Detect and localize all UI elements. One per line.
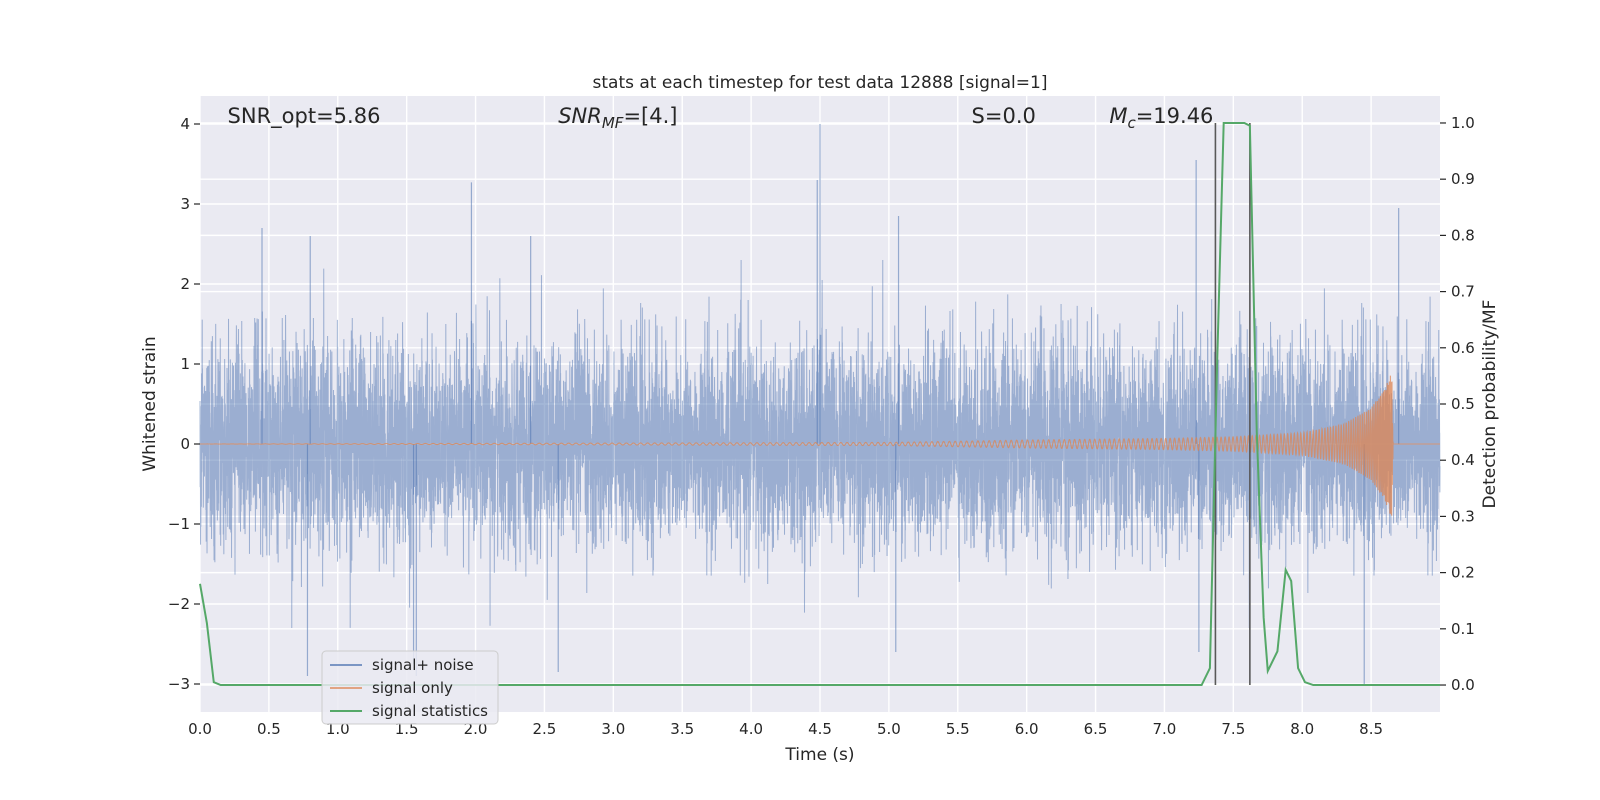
legend: signal+ noise signal only signal statistic… <box>321 650 499 725</box>
y-tick-label-1: −2 <box>168 595 190 613</box>
x-tick-label-10: 5.0 <box>877 720 901 738</box>
x-tick-label-17: 8.5 <box>1359 720 1383 738</box>
x-axis-label: Time (s) <box>784 745 854 765</box>
x-tick-label-12: 6.0 <box>1015 720 1039 738</box>
x-tick-label-15: 7.5 <box>1221 720 1245 738</box>
y2-tick-label-7: 0.7 <box>1451 283 1475 301</box>
x-tick-label-0: 0.0 <box>188 720 212 738</box>
annotation-3: Mc=19.46 <box>1109 104 1213 132</box>
y2-axis-label: Detection probability/MF <box>1480 300 1500 509</box>
x-tick-label-14: 7.0 <box>1153 720 1177 738</box>
signal-only-series <box>200 375 1440 516</box>
legend-label-0: signal+ noise <box>372 656 474 674</box>
legend-label-2: signal statistics <box>372 702 488 720</box>
y2-tick-label-2: 0.2 <box>1451 564 1475 582</box>
x-tick-label-13: 6.5 <box>1084 720 1108 738</box>
annotation-0: SNR_opt=5.86 <box>228 104 381 129</box>
x-tick-label-7: 3.5 <box>670 720 694 738</box>
y2-tick-label-5: 0.5 <box>1451 395 1475 413</box>
x-tick-label-5: 2.5 <box>533 720 557 738</box>
y-tick-label-7: 4 <box>180 115 190 133</box>
x-tick-label-16: 8.0 <box>1290 720 1314 738</box>
x-tick-label-9: 4.5 <box>808 720 832 738</box>
legend-box <box>321 650 499 725</box>
y2-tick-label-6: 0.6 <box>1451 339 1475 357</box>
y2-tick-label-3: 0.3 <box>1451 507 1475 525</box>
signal-statistics-line <box>199 121 1440 687</box>
x-tick-label-6: 3.0 <box>601 720 625 738</box>
x-tick-label-11: 5.5 <box>946 720 970 738</box>
y-tick-label-4: 1 <box>180 355 190 373</box>
legend-label-1: signal only <box>372 679 453 697</box>
y-tick-labels: −3 −2 −1 0 1 2 3 4 <box>168 115 200 693</box>
signal-only-line <box>200 375 1440 516</box>
y2-tick-label-4: 0.4 <box>1451 451 1475 469</box>
x-tick-label-1: 0.5 <box>257 720 281 738</box>
annotations: SNR_opt=5.86 SNRMF=[4.] S=0.0 Mc=19.46 <box>228 104 1214 132</box>
chart-title: stats at each timestep for test data 128… <box>593 73 1048 93</box>
y2-tick-label-10: 1.0 <box>1451 114 1475 132</box>
y-tick-label-5: 2 <box>180 275 190 293</box>
y2-tick-label-8: 0.8 <box>1451 226 1475 244</box>
y-tick-label-6: 3 <box>180 195 190 213</box>
y2-tick-labels: 0.0 0.1 0.2 0.3 0.4 0.5 0.6 0.7 0.8 0.9 1.0 <box>1440 114 1475 694</box>
y2-tick-label-1: 0.1 <box>1451 620 1475 638</box>
y2-tick-label-0: 0.0 <box>1451 676 1475 694</box>
annotation-2: S=0.0 <box>972 104 1036 128</box>
signal-noise-series <box>199 124 1441 684</box>
y-tick-label-2: −1 <box>168 515 190 533</box>
x-tick-label-8: 4.0 <box>739 720 763 738</box>
y-tick-label-3: 0 <box>180 435 190 453</box>
annotation-1: SNRMF=[4.] <box>558 104 677 132</box>
signal-statistics-series <box>199 121 1440 687</box>
y-axis-label: Whitened strain <box>140 336 160 471</box>
y-tick-label-0: −3 <box>168 675 190 693</box>
y2-tick-label-9: 0.9 <box>1451 170 1475 188</box>
